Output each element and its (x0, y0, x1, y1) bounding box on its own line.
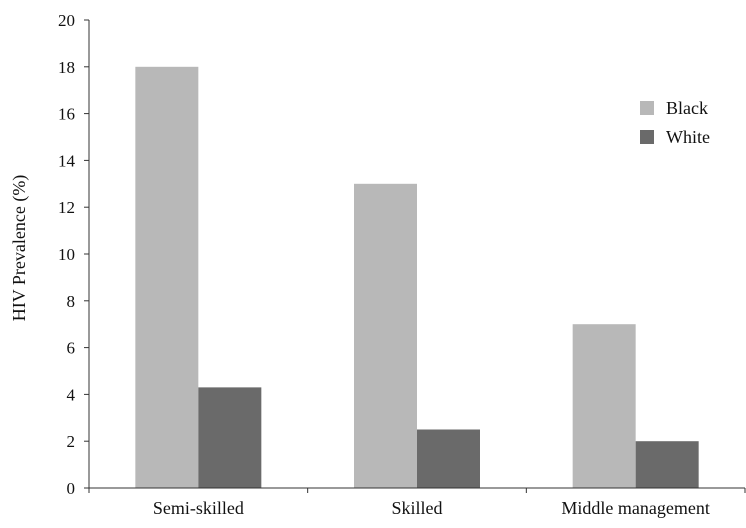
bars-group (135, 66, 699, 489)
y-tick-label: 16 (58, 105, 75, 124)
x-category-label: Semi-skilled (153, 498, 244, 518)
y-tick-label: 14 (58, 151, 76, 170)
y-axis-ticks: 0 2 4 6 8 10 12 14 16 18 20 (58, 11, 89, 498)
y-tick-label: 18 (58, 58, 75, 77)
bar-white-middle-management (635, 441, 699, 488)
x-axis-ticks (88, 488, 746, 493)
bar-white-semi-skilled (198, 387, 262, 488)
x-category-label: Skilled (391, 498, 442, 518)
y-tick-label: 6 (67, 339, 76, 358)
bar-black-skilled (354, 183, 417, 489)
y-tick-label: 2 (67, 432, 76, 451)
legend-label-white: White (666, 127, 710, 147)
y-axis-title: HIV Prevalence (%) (9, 175, 30, 322)
legend-swatch-white (640, 130, 654, 144)
bar-black-semi-skilled (135, 66, 199, 489)
y-tick-label: 20 (58, 11, 75, 30)
y-tick-label: 8 (67, 292, 76, 311)
x-axis-labels: Semi-skilled Skilled Middle management (153, 498, 710, 518)
y-tick-label: 12 (58, 198, 75, 217)
x-category-label: Middle management (561, 498, 709, 518)
y-tick-label: 10 (58, 245, 75, 264)
y-tick-label: 0 (67, 479, 76, 498)
bar-white-skilled (417, 429, 480, 488)
y-tick-label: 4 (67, 385, 76, 404)
legend-swatch-black (640, 101, 654, 115)
legend: Black White (640, 98, 710, 147)
bar-black-middle-management (572, 324, 636, 488)
legend-label-black: Black (666, 98, 708, 118)
